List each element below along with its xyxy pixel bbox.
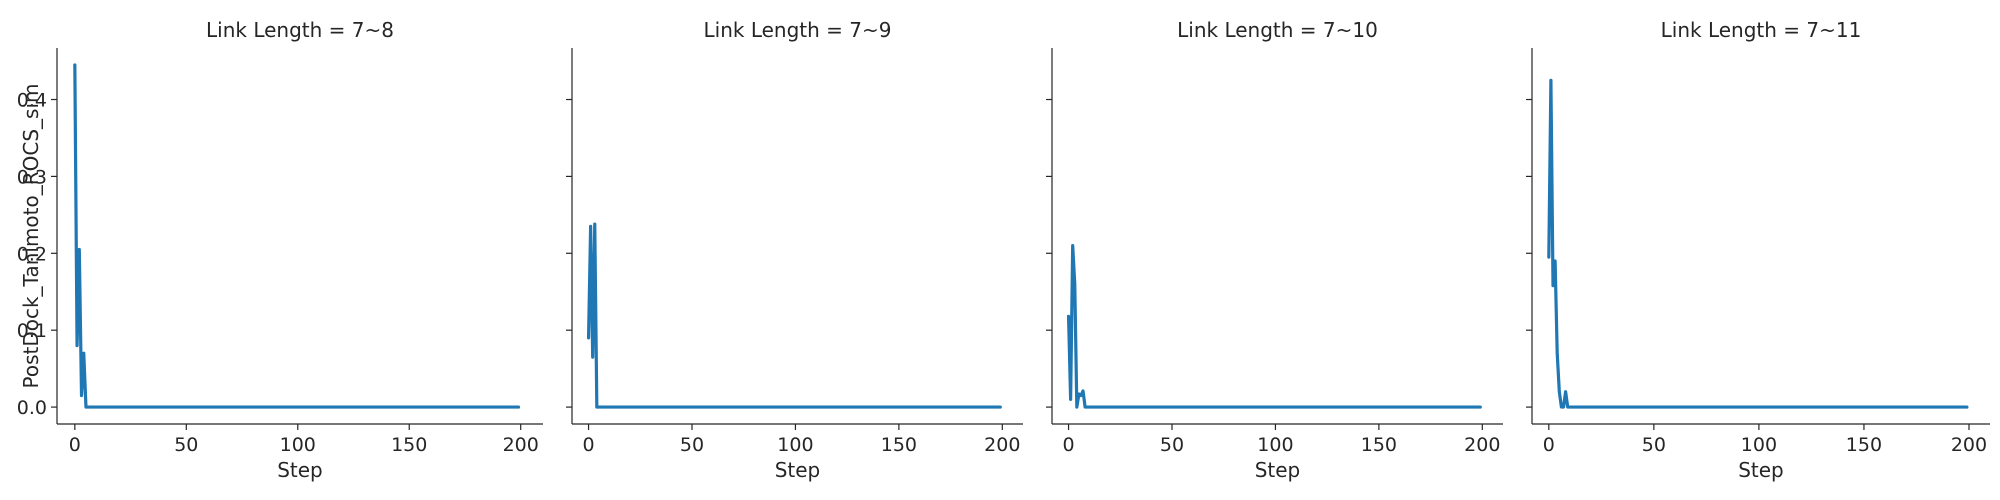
y-tick-label: 0.3 [17,166,47,188]
y-tick-label: 0.2 [17,243,47,265]
y-tick-label: 0.4 [17,90,47,112]
x-tick-label: 100 [1741,434,1777,456]
x-axis-label: Step [1738,458,1784,482]
series-line [73,63,521,409]
x-tick-label: 0 [583,434,595,456]
panel-3: Link Length = 7~10 0 50 100 150 200 Step [1046,18,1503,482]
x-axis-label: Step [775,458,821,482]
x-tick-label: 200 [1464,434,1500,456]
x-tick-label: 200 [984,434,1020,456]
x-tick-label: 100 [777,434,813,456]
x-tick-label: 0 [1543,434,1555,456]
x-tick-label: 150 [881,434,917,456]
y-tick-label: 0.0 [17,397,47,419]
panel-title: Link Length = 7~9 [704,18,892,42]
y-tick-label: 0.1 [17,320,47,342]
x-tick-label: 50 [1642,434,1666,456]
x-tick-label: 100 [280,434,316,456]
panel-title: Link Length = 7~10 [1177,18,1378,42]
panel-1: Link Length = 7~8 0.0 0.1 0.2 0.3 0.4 0 50 100 15… [17,18,543,482]
x-tick-label: 0 [1063,434,1075,456]
y-axis-label: PostDock_Tanimoto_ROCS_sim [19,83,43,388]
panel-title: Link Length = 7~11 [1661,18,1862,42]
x-tick-label: 50 [174,434,198,456]
x-tick-label: 100 [1257,434,1293,456]
x-tick-label: 200 [1951,434,1987,456]
x-axis-label: Step [1255,458,1301,482]
x-tick-label: 50 [680,434,704,456]
x-tick-label: 150 [1846,434,1882,456]
x-tick-label: 50 [1160,434,1184,456]
x-tick-label: 150 [391,434,427,456]
x-tick-label: 0 [69,434,81,456]
x-tick-label: 150 [1361,434,1397,456]
panel-title: Link Length = 7~8 [206,18,394,42]
series-line [1547,78,1969,409]
panel-4: Link Length = 7~11 0 50 100 150 200 Step [1526,18,1990,482]
panel-2: Link Length = 7~9 0 50 100 150 200 Step [566,18,1023,482]
x-axis-label: Step [277,458,323,482]
series-line [1066,244,1482,409]
series-line [586,222,1002,409]
x-tick-label: 200 [503,434,539,456]
